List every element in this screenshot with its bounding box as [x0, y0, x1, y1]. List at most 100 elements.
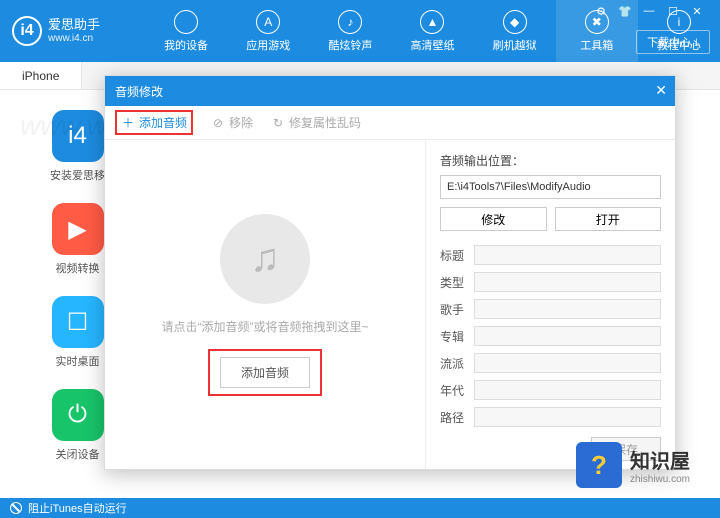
output-path-input[interactable] — [440, 175, 661, 199]
brand-name: 知识屋 — [630, 445, 690, 474]
meta-field-row: 路径 — [440, 407, 661, 427]
app-subtitle: www.i4.cn — [48, 33, 100, 45]
add-audio-button[interactable]: 添加音频 — [220, 357, 310, 388]
nav-icon — [174, 10, 198, 34]
meta-field-row: 年代 — [440, 380, 661, 400]
download-center-button[interactable]: 下载中心 ⤓ — [636, 30, 710, 54]
nav-icon: A — [256, 10, 280, 34]
meta-field-row: 类型 — [440, 272, 661, 292]
meta-field-row: 流派 — [440, 353, 661, 373]
nav-item-1[interactable]: A 应用游戏 — [227, 0, 309, 62]
dialog-titlebar: 音频修改 ✕ — [105, 76, 675, 106]
output-path-label: 音频输出位置： — [440, 152, 661, 169]
remove-toolbar-button[interactable]: ⊘ 移除 — [211, 114, 253, 131]
field-input-标题[interactable] — [474, 245, 661, 265]
nav-label: 工具箱 — [580, 37, 613, 53]
tool-tile[interactable]: ▶ 视频转换 — [50, 203, 105, 276]
tab-iphone[interactable]: iPhone — [0, 62, 82, 89]
tool-tile[interactable]: ☐ 实时桌面 — [50, 296, 105, 369]
meta-field-row: 专辑 — [440, 326, 661, 346]
field-input-年代[interactable] — [474, 380, 661, 400]
field-label: 类型 — [440, 274, 474, 291]
block-icon — [10, 502, 22, 514]
field-label: 专辑 — [440, 328, 474, 345]
tool-tile[interactable]: ⏻ 关闭设备 — [50, 389, 105, 462]
tool-tile[interactable]: i4 安装爱思移 — [50, 110, 105, 183]
tile-icon: ⏻ — [52, 389, 104, 441]
tile-icon: i4 — [52, 110, 104, 162]
dialog-toolbar: ＋ 添加音频 ⊘ 移除 ↻ 修复属性乱码 — [105, 106, 675, 140]
dialog-close-button[interactable]: ✕ — [655, 82, 667, 99]
app-title: 爱思助手 — [48, 17, 100, 33]
fix-toolbar-button[interactable]: ↻ 修复属性乱码 — [271, 114, 361, 131]
brand-badge: ? 知识屋 zhishiwu.com — [576, 442, 690, 488]
nav-label: 应用游戏 — [246, 37, 290, 53]
nav-item-4[interactable]: ◆ 刷机越狱 — [474, 0, 556, 62]
nav-item-2[interactable]: ♪ 酷炫铃声 — [309, 0, 391, 62]
skin-icon[interactable]: 👕 — [616, 4, 634, 18]
brand-icon: ? — [576, 442, 622, 488]
status-text: 阻止iTunes自动运行 — [28, 500, 127, 516]
nav-label: 酷炫铃声 — [328, 37, 372, 53]
field-label: 年代 — [440, 382, 474, 399]
tile-label: 安装爱思移 — [50, 167, 105, 183]
minimize-button[interactable]: — — [640, 4, 658, 18]
app-header: i4 爱思助手 www.i4.cn 我的设备 A 应用游戏 ♪ 酷炫铃声 ▲ 高清壁纸 ◆ 刷机… — [0, 0, 720, 62]
nav-item-3[interactable]: ▲ 高清壁纸 — [391, 0, 473, 62]
refresh-icon: ↻ — [271, 116, 285, 130]
dialog-title: 音频修改 — [115, 83, 163, 100]
logo-text: 爱思助手 www.i4.cn — [48, 17, 100, 45]
audio-modify-dialog: 音频修改 ✕ ＋ 添加音频 ⊘ 移除 ↻ 修复属性乱码 ♫ 请点击“添加音频”或… — [104, 75, 676, 470]
settings-icon[interactable]: ⚙ — [592, 4, 610, 18]
brand-sub: zhishiwu.com — [630, 474, 690, 485]
logo-icon: i4 — [12, 16, 42, 46]
add-audio-label: 添加音频 — [139, 114, 187, 131]
nav-label: 刷机越狱 — [493, 37, 537, 53]
brand-text-wrap: 知识屋 zhishiwu.com — [630, 445, 690, 485]
field-label: 歌手 — [440, 301, 474, 318]
path-button-row: 修改 打开 — [440, 207, 661, 231]
nav-icon: ◆ — [503, 10, 527, 34]
tile-label: 实时桌面 — [56, 353, 100, 369]
nav-label: 高清壁纸 — [410, 37, 454, 53]
meta-field-row: 标题 — [440, 245, 661, 265]
drop-hint: 请点击“添加音频”或将音频拖拽到这里~ — [161, 318, 368, 335]
nav-item-0[interactable]: 我的设备 — [145, 0, 227, 62]
modify-path-button[interactable]: 修改 — [440, 207, 547, 231]
forbid-icon: ⊘ — [211, 116, 225, 130]
field-label: 标题 — [440, 247, 474, 264]
tile-label: 关闭设备 — [56, 446, 100, 462]
meta-field-row: 歌手 — [440, 299, 661, 319]
close-button[interactable]: ✕ — [688, 4, 706, 18]
fix-label: 修复属性乱码 — [289, 114, 361, 131]
tile-icon: ▶ — [52, 203, 104, 255]
dialog-right-panel: 音频输出位置： 修改 打开 标题类型歌手专辑流派年代路径 保存 — [425, 140, 675, 469]
tile-icon: ☐ — [52, 296, 104, 348]
highlight-box-add: ＋ 添加音频 — [115, 110, 193, 135]
plus-icon: ＋ — [121, 116, 135, 130]
field-input-专辑[interactable] — [474, 326, 661, 346]
field-input-路径[interactable] — [474, 407, 661, 427]
add-audio-toolbar-button[interactable]: ＋ 添加音频 — [121, 114, 187, 131]
status-bar: 阻止iTunes自动运行 — [0, 498, 720, 518]
field-input-类型[interactable] — [474, 272, 661, 292]
metadata-fields: 标题类型歌手专辑流派年代路径 — [440, 245, 661, 427]
field-label: 流派 — [440, 355, 474, 372]
logo-area: i4 爱思助手 www.i4.cn — [0, 16, 145, 46]
open-path-button[interactable]: 打开 — [555, 207, 662, 231]
field-label: 路径 — [440, 409, 474, 426]
music-note-icon: ♫ — [220, 214, 310, 304]
highlight-box-button: 添加音频 — [208, 349, 322, 396]
tile-label: 视频转换 — [56, 260, 100, 276]
maximize-button[interactable]: ☐ — [664, 4, 682, 18]
nav-icon: ▲ — [420, 10, 444, 34]
nav-icon: ♪ — [338, 10, 362, 34]
field-input-流派[interactable] — [474, 353, 661, 373]
left-tool-column: i4 安装爱思移 ▶ 视频转换 ☐ 实时桌面 ⏻ 关闭设备 — [50, 110, 105, 462]
dialog-body: ♫ 请点击“添加音频”或将音频拖拽到这里~ 添加音频 音频输出位置： 修改 打开… — [105, 140, 675, 469]
field-input-歌手[interactable] — [474, 299, 661, 319]
dialog-left-panel: ♫ 请点击“添加音频”或将音频拖拽到这里~ 添加音频 — [105, 140, 425, 469]
window-controls: ⚙ 👕 — ☐ ✕ — [582, 4, 716, 18]
nav-label: 我的设备 — [164, 37, 208, 53]
remove-label: 移除 — [229, 114, 253, 131]
